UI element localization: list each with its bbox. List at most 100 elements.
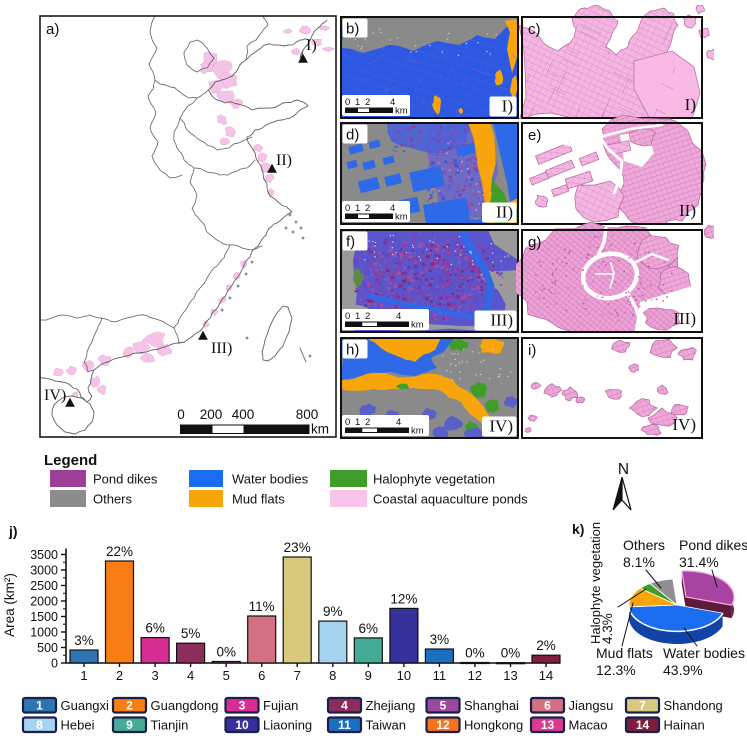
svg-text:Jiangsu: Jiangsu [569,698,614,713]
svg-text:9%: 9% [323,604,343,619]
svg-text:Hongkong: Hongkong [464,718,523,733]
svg-text:23%: 23% [284,540,311,555]
svg-text:2500: 2500 [30,579,58,593]
svg-text:g): g) [528,234,541,251]
svg-text:400: 400 [232,407,255,422]
svg-text:III): III) [673,309,696,328]
svg-text:12%: 12% [390,591,417,606]
svg-text:12.3%: 12.3% [596,662,636,678]
svg-text:10: 10 [397,668,411,683]
svg-text:Halophyte vegetation: Halophyte vegetation [373,472,495,487]
svg-text:11: 11 [338,718,351,732]
svg-text:1: 1 [355,417,360,428]
svg-text:Shanghai: Shanghai [464,698,519,713]
svg-text:7: 7 [639,699,646,713]
svg-text:IV): IV) [489,417,513,436]
svg-text:i): i) [528,342,536,359]
svg-text:2: 2 [116,668,123,683]
svg-text:4: 4 [390,203,395,214]
svg-text:km: km [411,426,424,437]
svg-text:4: 4 [396,311,401,322]
svg-text:III): III) [490,311,513,330]
svg-text:f): f) [346,234,355,251]
svg-text:Fujian: Fujian [263,698,298,713]
svg-text:3500: 3500 [30,548,58,562]
svg-text:h): h) [346,342,359,359]
svg-text:200: 200 [200,407,223,422]
svg-text:2: 2 [126,699,133,713]
svg-text:Mud flats: Mud flats [232,492,285,507]
svg-text:Mud flats: Mud flats [596,645,653,661]
svg-text:12: 12 [468,668,482,683]
svg-text:II): II) [679,201,696,220]
svg-text:Macao: Macao [569,718,608,733]
svg-text:43.9%: 43.9% [663,662,703,678]
svg-text:Tianjin: Tianjin [151,718,189,733]
svg-text:e): e) [528,127,541,144]
svg-text:10: 10 [235,718,249,732]
svg-text:14: 14 [539,668,553,683]
svg-text:13: 13 [503,668,517,683]
svg-text:N: N [618,461,629,478]
svg-text:Pond dikes: Pond dikes [93,472,158,487]
svg-text:Halophyte vegetation: Halophyte vegetation [588,522,603,644]
svg-text:3: 3 [239,699,246,713]
svg-text:12: 12 [436,718,450,732]
svg-text:IV): IV) [672,415,696,434]
svg-text:13: 13 [541,718,555,732]
svg-text:6%: 6% [145,621,165,636]
svg-text:III): III) [211,340,232,357]
svg-text:Shandong: Shandong [664,698,723,713]
svg-text:I): I) [685,95,696,114]
svg-text:1: 1 [355,203,360,214]
svg-text:1: 1 [355,97,360,108]
svg-text:3: 3 [151,668,158,683]
svg-text:0: 0 [345,417,350,428]
svg-text:0: 0 [345,97,350,108]
svg-text:II): II) [496,203,513,222]
svg-text:Pond dikes: Pond dikes [679,537,747,553]
svg-text:0: 0 [51,657,58,671]
svg-text:4: 4 [341,699,348,713]
svg-text:Legend: Legend [44,452,97,469]
svg-text:km: km [311,422,329,437]
svg-text:800: 800 [296,407,319,422]
svg-text:31.4%: 31.4% [679,554,719,570]
svg-text:11: 11 [433,668,447,683]
svg-text:2: 2 [365,203,370,214]
svg-text:Area (km²): Area (km²) [2,573,17,637]
svg-text:0: 0 [345,311,350,322]
svg-text:8: 8 [329,668,336,683]
svg-text:j): j) [8,523,18,539]
svg-text:1000: 1000 [30,626,58,640]
svg-text:d): d) [346,127,359,144]
svg-text:1500: 1500 [30,610,58,624]
svg-text:7: 7 [294,668,301,683]
svg-text:1: 1 [355,311,360,322]
svg-text:km: km [411,320,424,331]
svg-text:Taiwan: Taiwan [366,718,406,733]
svg-text:1: 1 [36,699,43,713]
svg-text:c): c) [528,21,541,38]
svg-text:3000: 3000 [30,564,58,578]
svg-text:8: 8 [36,718,43,732]
svg-text:Guangxi: Guangxi [61,698,110,713]
svg-text:5: 5 [440,699,447,713]
svg-text:II): II) [276,152,292,169]
svg-text:0%: 0% [216,645,236,660]
svg-text:Hainan: Hainan [664,718,705,733]
svg-text:2%: 2% [536,638,556,653]
svg-text:4: 4 [396,417,401,428]
svg-text:I): I) [306,37,317,54]
svg-text:km: km [395,106,408,117]
svg-text:2: 2 [365,417,370,428]
svg-text:Hebei: Hebei [61,718,95,733]
svg-text:Liaoning: Liaoning [263,718,312,733]
svg-text:14: 14 [636,718,650,732]
svg-text:9: 9 [126,718,133,732]
svg-text:IV): IV) [44,387,66,404]
svg-text:9: 9 [365,668,372,683]
svg-text:2: 2 [365,311,370,322]
svg-text:Water bodies: Water bodies [232,472,309,487]
svg-text:km: km [395,212,408,223]
